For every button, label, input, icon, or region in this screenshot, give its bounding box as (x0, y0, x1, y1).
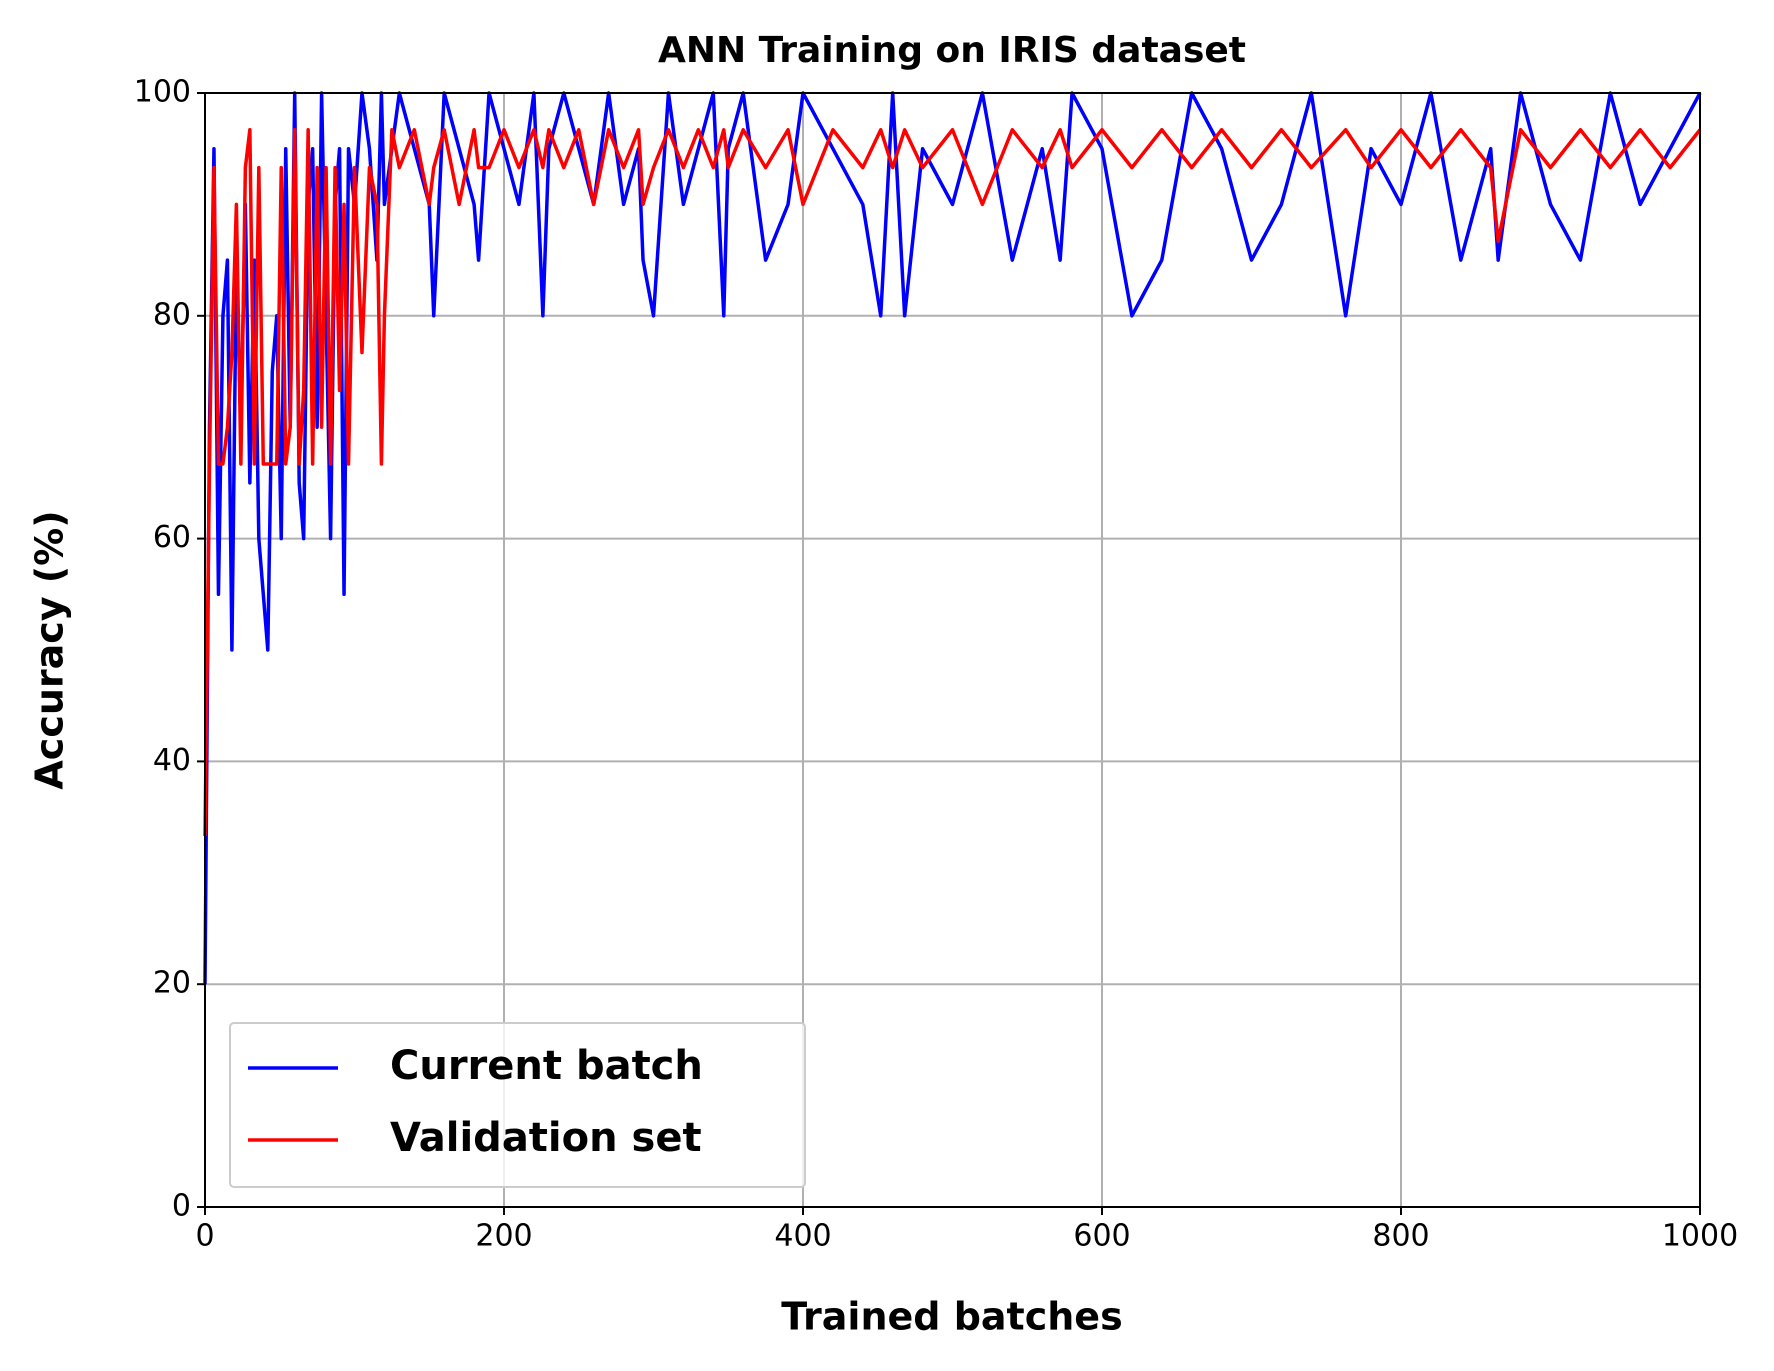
chart-title: ANN Training on IRIS dataset (658, 30, 1246, 71)
y-tick-label: 80 (153, 297, 191, 332)
legend-box (229, 1022, 806, 1188)
x-tick-label: 400 (774, 1219, 831, 1254)
x-tick-label: 0 (195, 1219, 214, 1254)
series-line (203, 128, 1702, 837)
y-axis-label: Accuracy (%) (28, 510, 72, 789)
x-tick-label: 1000 (1662, 1219, 1738, 1254)
legend-label: Validation set (390, 1115, 702, 1161)
legend-label: Current batch (390, 1043, 703, 1089)
y-tick-label: 100 (134, 75, 191, 110)
x-axis-label: Trained batches (781, 1295, 1122, 1339)
x-tick-label: 800 (1372, 1219, 1429, 1254)
y-tick-label: 60 (153, 520, 191, 555)
x-tick-label: 200 (475, 1219, 532, 1254)
y-tick-label: 20 (153, 966, 191, 1001)
plot-frame (204, 92, 1701, 1208)
x-tick-label: 600 (1073, 1219, 1130, 1254)
y-tick-label: 0 (172, 1189, 191, 1224)
y-tick-label: 40 (153, 743, 191, 778)
